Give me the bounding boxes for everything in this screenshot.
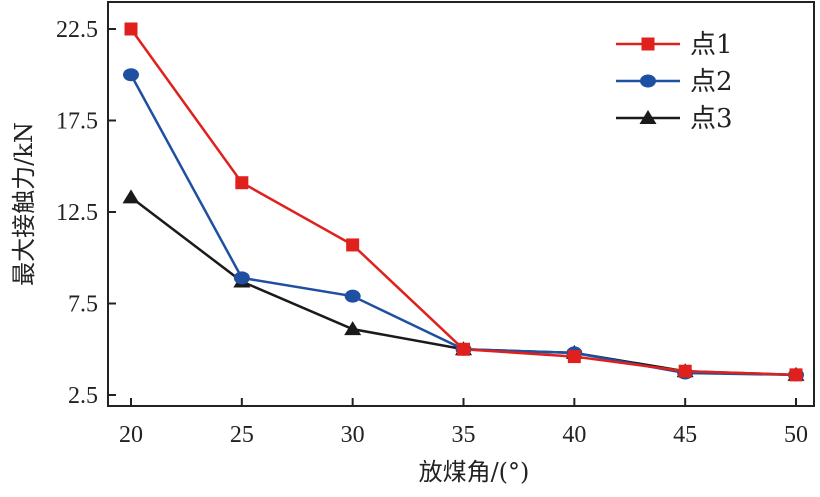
- data-point-square: [346, 238, 360, 252]
- y-tick-label: 22.5: [56, 17, 98, 43]
- x-tick-label: 50: [784, 422, 808, 448]
- x-tick-label: 30: [341, 422, 365, 448]
- data-point-circle: [640, 74, 656, 88]
- data-point-triangle: [122, 189, 140, 204]
- data-point-square: [678, 364, 692, 378]
- y-tick-label: 2.5: [68, 383, 98, 409]
- x-axis-title: 放煤角/(°): [419, 458, 530, 486]
- data-point-square: [789, 368, 803, 382]
- legend: 点1 点2 点3: [616, 30, 733, 134]
- x-tick-label: 45: [673, 422, 697, 448]
- legend-label: 点2: [690, 67, 733, 97]
- data-point-square: [641, 37, 655, 51]
- y-axis: 2.5 7.5 12.5 17.5 22.5: [56, 17, 116, 409]
- data-point-circle: [344, 289, 361, 303]
- data-point-square: [567, 350, 581, 364]
- legend-item-3: 点3: [616, 104, 733, 134]
- y-axis-title: 最大接触力/kN: [10, 122, 38, 286]
- x-tick-label: 35: [452, 422, 476, 448]
- series-1: [124, 22, 803, 382]
- x-tick-label: 40: [562, 422, 586, 448]
- data-point-circle: [233, 271, 250, 285]
- legend-item-1: 点1: [616, 30, 733, 60]
- y-tick-label: 12.5: [56, 200, 98, 226]
- x-axis: 20 25 30 35 40 45 50: [119, 398, 808, 448]
- data-point-triangle: [639, 110, 657, 124]
- data-point-circle: [123, 68, 139, 82]
- x-tick-label: 25: [230, 422, 254, 448]
- y-tick-label: 17.5: [56, 109, 98, 135]
- legend-item-2: 点2: [616, 67, 733, 97]
- data-point-square: [124, 22, 138, 36]
- plot-frame: [107, 1, 815, 407]
- data-point-triangle: [344, 321, 362, 336]
- y-tick-label: 7.5: [68, 292, 98, 318]
- data-point-square: [235, 176, 249, 190]
- series-layer: [122, 22, 805, 382]
- data-point-square: [457, 342, 470, 356]
- legend-label: 点1: [690, 30, 733, 60]
- x-tick-label: 20: [119, 422, 143, 448]
- legend-label: 点3: [690, 104, 733, 134]
